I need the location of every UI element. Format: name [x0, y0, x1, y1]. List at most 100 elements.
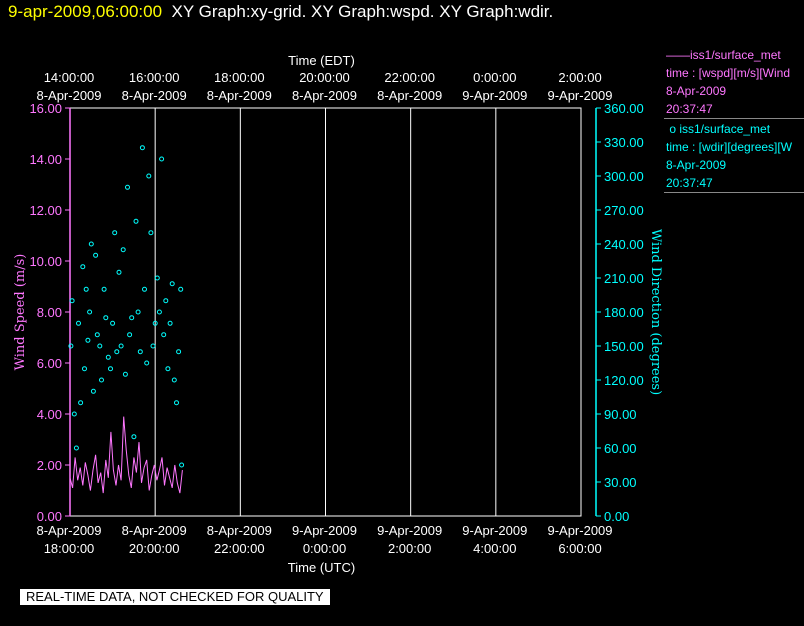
top-axis-tick-time: 14:00:00 [44, 70, 95, 85]
bottom-axis-tick-date: 9-Apr-2009 [547, 523, 612, 538]
bottom-axis-tick-time: 4:00:00 [473, 541, 516, 556]
top-axis-tick-date: 8-Apr-2009 [207, 88, 272, 103]
legend-line-swatch: —— [666, 48, 690, 62]
series-point-wdir [114, 349, 120, 355]
top-axis-tick-date: 8-Apr-2009 [122, 88, 187, 103]
series-point-wdir [78, 400, 84, 406]
series-point-wdir [178, 286, 184, 292]
bottom-axis-tick-time: 0:00:00 [303, 541, 346, 556]
bottom-axis-tick-time: 2:00:00 [388, 541, 431, 556]
left-axis-tick-label: 12.00 [29, 203, 62, 218]
legend-series-time: 20:37:47 [666, 102, 713, 116]
series-point-wdir [120, 247, 126, 253]
series-point-wdir [154, 275, 160, 281]
legend-entry-wspd[interactable]: ——iss1/surface_met time : [wspd][m/s][Wi… [666, 46, 804, 118]
left-axis-tick-label: 4.00 [37, 407, 62, 422]
right-axis-tick-label: 90.00 [604, 407, 637, 422]
series-point-wdir [148, 230, 154, 236]
legend-series-desc: time : [wspd][m/s][Wind [666, 66, 791, 80]
bottom-axis-tick-date: 9-Apr-2009 [377, 523, 442, 538]
series-point-wdir [137, 349, 143, 355]
series-point-wdir [133, 218, 139, 224]
left-axis-tick-label: 16.00 [29, 101, 62, 116]
series-point-wdir [87, 309, 93, 315]
series-point-wdir [159, 156, 165, 162]
legend-series-desc: time : [wdir][degrees][W [666, 140, 793, 154]
bottom-axis-tick-time: 22:00:00 [214, 541, 265, 556]
bottom-axis-tick-date: 8-Apr-2009 [36, 523, 101, 538]
series-point-wdir [105, 354, 111, 360]
series-point-wdir [88, 241, 94, 247]
top-axis-tick-time: 20:00:00 [299, 70, 350, 85]
right-axis-tick-label: 210.00 [604, 271, 644, 286]
right-axis-tick-label: 0.00 [604, 509, 629, 524]
bottom-axis-tick-time: 20:00:00 [129, 541, 180, 556]
left-axis-label: Wind Speed (m/s) [13, 254, 28, 371]
top-axis-tick-date: 8-Apr-2009 [36, 88, 101, 103]
right-axis-tick-label: 270.00 [604, 203, 644, 218]
series-point-wdir [108, 366, 113, 372]
series-point-wdir [116, 269, 122, 275]
right-axis-tick-label: 240.00 [604, 237, 644, 252]
left-axis-tick-label: 10.00 [29, 254, 62, 269]
legend-entry-wdir[interactable]: o iss1/surface_met time : [wdir][degrees… [666, 120, 804, 192]
right-axis-tick-label: 30.00 [604, 475, 637, 490]
series-point-wdir [110, 320, 116, 326]
series-point-wdir [101, 286, 107, 292]
left-axis-tick-label: 14.00 [29, 152, 62, 167]
bottom-axis-tick-date: 9-Apr-2009 [292, 523, 357, 538]
left-axis-tick-label: 8.00 [37, 305, 62, 320]
top-axis-tick-time: 16:00:00 [129, 70, 180, 85]
right-axis-tick-label: 120.00 [604, 373, 644, 388]
series-point-wdir [90, 388, 96, 394]
legend-divider [664, 118, 804, 119]
series-line-wspd [69, 416, 183, 494]
legend-series-time: 20:37:47 [666, 176, 713, 190]
graph-titles: XY Graph:xy-grid. XY Graph:wspd. XY Grap… [171, 2, 554, 21]
right-axis-tick-label: 60.00 [604, 441, 637, 456]
series-point-wdir [152, 320, 158, 326]
bottom-axis-tick-time: 18:00:00 [44, 541, 95, 556]
series-point-wdir [179, 462, 185, 468]
legend-series-name: iss1/surface_met [690, 48, 781, 62]
bottom-axis-tick-time: 6:00:00 [558, 541, 601, 556]
series-point-wdir [76, 320, 81, 326]
series-point-wdir [97, 343, 103, 349]
right-axis-label: Wind Direction (degrees) [648, 229, 663, 395]
bottom-axis-tick-date: 9-Apr-2009 [462, 523, 527, 538]
top-axis-tick-date: 8-Apr-2009 [377, 88, 442, 103]
series-point-wdir [129, 315, 135, 321]
bottom-axis-tick-date: 8-Apr-2009 [122, 523, 187, 538]
left-axis-tick-label: 2.00 [37, 458, 62, 473]
top-axis-tick-date: 8-Apr-2009 [292, 88, 357, 103]
series-point-wdir [176, 349, 182, 355]
series-point-wdir [169, 281, 175, 287]
top-axis-tick-time: 22:00:00 [384, 70, 435, 85]
legend-series-name: iss1/surface_met [679, 122, 771, 136]
top-axis-tick-time: 0:00:00 [473, 70, 516, 85]
title-bar: 9-apr-2009,06:00:00 XY Graph:xy-grid. XY… [8, 2, 553, 22]
series-point-wdir [99, 377, 104, 383]
series-point-wdir [127, 332, 133, 338]
quality-notice: REAL-TIME DATA, NOT CHECKED FOR QUALITY [20, 589, 330, 605]
right-axis-tick-label: 180.00 [604, 305, 644, 320]
series-point-wdir [71, 411, 77, 417]
right-axis-tick-label: 330.00 [604, 135, 644, 150]
series-point-wdir [156, 309, 162, 315]
right-axis-tick-label: 300.00 [604, 169, 644, 184]
top-axis-tick-date: 9-Apr-2009 [462, 88, 527, 103]
legend-divider [664, 192, 804, 193]
series-point-wdir [135, 309, 141, 315]
left-axis-tick-label: 6.00 [37, 356, 62, 371]
series-point-wdir [144, 360, 150, 366]
series-point-wdir [171, 377, 177, 383]
series-point-wdir [139, 145, 145, 151]
series-point-wdir [165, 366, 171, 372]
series-point-wdir [118, 343, 124, 349]
series-point-wdir [174, 400, 179, 406]
right-axis-tick-label: 360.00 [604, 101, 644, 116]
series-point-wdir [68, 343, 74, 349]
series-point-wdir [85, 337, 91, 343]
series-point-wdir [167, 320, 173, 326]
top-axis-tick-time: 18:00:00 [214, 70, 265, 85]
